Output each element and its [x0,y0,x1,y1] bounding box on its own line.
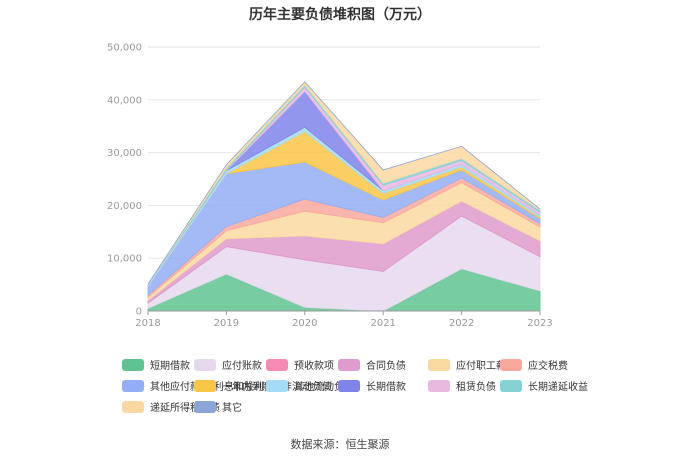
legend-item[interactable]: 应付账款 [194,357,262,372]
legend-label: 预收款项 [294,361,334,372]
legend-item[interactable]: 长期递延收益 [500,378,588,393]
x-tick-label: 2018 [135,318,160,329]
y-tick-label: 40,000 [107,95,142,106]
legend-swatch [266,358,288,371]
legend-label: 其他流动负债 [294,382,354,393]
legend-item[interactable]: 应交税费 [500,357,568,372]
legend-item[interactable]: 预收款项 [266,357,334,372]
legend-item[interactable]: 长期借款 [338,378,406,393]
x-tick-label: 2021 [370,318,395,329]
legend-label: 长期递延收益 [528,382,588,393]
legend-swatch [194,400,216,413]
legend-label: 租赁负债 [456,382,496,393]
legend-swatch [500,379,522,392]
legend-swatch [122,358,144,371]
x-tick-label: 2022 [449,318,474,329]
y-tick-label: 30,000 [107,148,142,159]
x-tick-label: 2020 [292,318,317,329]
area-series [147,81,541,312]
legend-label: 应付职工薪酬 [456,361,516,372]
legend-label: 应付账款 [222,361,262,372]
legend-item[interactable]: 应付职工薪酬 [428,357,516,372]
legend-swatch [338,379,360,392]
chart-title: 历年主要负债堆积图（万元） [249,7,431,23]
x-tick-label: 2019 [214,318,239,329]
legend-swatch [338,358,360,371]
legend-item[interactable]: 合同负债 [338,357,406,372]
legend-swatch [500,358,522,371]
legend-item[interactable]: 短期借款 [122,357,190,372]
area-series-其它 [147,81,541,285]
y-tick-label: 10,000 [107,254,142,265]
y-tick-label: 20,000 [107,201,142,212]
legend-swatch [428,358,450,371]
legend-label: 其它 [222,403,242,414]
legend-label: 短期借款 [150,361,190,372]
x-axis: 2018 2019 2020 2021 2022 2023 [135,310,553,329]
legend-item[interactable]: 其他流动负债 [266,378,354,393]
y-tick-label: 50,000 [107,43,142,54]
legend-swatch [266,379,288,392]
data-source: 数据来源：恒生聚源 [290,438,390,451]
legend-label: 应交税费 [528,361,568,372]
legend-swatch [122,379,144,392]
legend-swatch [194,358,216,371]
legend-swatch [428,379,450,392]
legend-swatch [194,379,216,392]
legend-label: 合同负债 [366,361,406,372]
legend-item[interactable]: 租赁负债 [428,378,496,393]
legend-swatch [122,400,144,413]
legend-label: 长期借款 [366,382,406,393]
stacked-area-chart: 2018 2019 2020 2021 2022 2023 0 10,000 20,000 30… [107,43,553,330]
y-axis: 0 10,000 20,000 30,000 40,000 50,000 [107,43,142,318]
legend-item[interactable]: 其它 [194,399,242,414]
y-tick-label: 0 [136,307,142,318]
legend-item[interactable]: 递延所得税负债 [122,399,220,414]
legend-label: 递延所得税负债 [150,403,220,414]
x-tick-label: 2023 [527,318,552,329]
